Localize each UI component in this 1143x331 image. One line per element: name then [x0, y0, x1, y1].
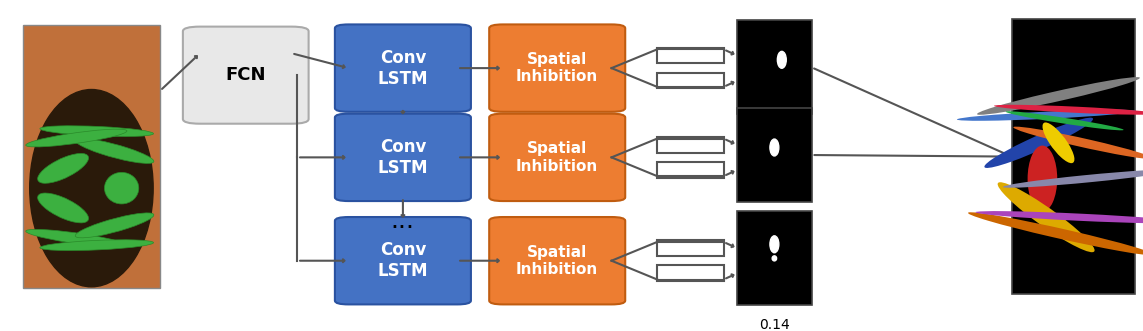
- Text: Conv
LSTM: Conv LSTM: [377, 138, 429, 177]
- Bar: [657, 265, 724, 281]
- Text: 0.99: 0.99: [759, 127, 790, 141]
- Text: 0.14: 0.14: [759, 318, 790, 331]
- Bar: [737, 108, 812, 202]
- Ellipse shape: [977, 77, 1140, 115]
- Ellipse shape: [994, 105, 1143, 115]
- Ellipse shape: [26, 129, 127, 147]
- Bar: [657, 73, 724, 88]
- Text: Conv
LSTM: Conv LSTM: [377, 241, 429, 280]
- Ellipse shape: [75, 138, 154, 164]
- FancyBboxPatch shape: [335, 24, 471, 112]
- Text: 0.98: 0.98: [759, 214, 790, 228]
- FancyBboxPatch shape: [489, 217, 625, 305]
- Ellipse shape: [975, 211, 1143, 223]
- Bar: [657, 137, 724, 153]
- FancyBboxPatch shape: [489, 114, 625, 201]
- Ellipse shape: [75, 213, 154, 238]
- FancyBboxPatch shape: [335, 114, 471, 201]
- FancyBboxPatch shape: [335, 217, 471, 305]
- Text: Spatial
Inhibition: Spatial Inhibition: [517, 245, 598, 277]
- Text: ...: ...: [391, 209, 414, 233]
- Ellipse shape: [26, 229, 127, 247]
- Ellipse shape: [30, 89, 153, 287]
- Bar: [737, 212, 812, 306]
- Ellipse shape: [1042, 122, 1074, 163]
- Ellipse shape: [984, 118, 1093, 168]
- Text: Conv
LSTM: Conv LSTM: [377, 49, 429, 87]
- Ellipse shape: [957, 110, 1135, 121]
- Ellipse shape: [1006, 111, 1124, 130]
- Ellipse shape: [1014, 127, 1143, 159]
- Ellipse shape: [104, 172, 138, 204]
- Ellipse shape: [38, 154, 88, 183]
- FancyBboxPatch shape: [489, 24, 625, 112]
- Bar: [737, 21, 812, 114]
- Ellipse shape: [968, 212, 1143, 255]
- Text: FCN: FCN: [225, 66, 266, 84]
- Text: Spatial
Inhibition: Spatial Inhibition: [517, 141, 598, 173]
- Ellipse shape: [770, 139, 778, 156]
- Bar: [657, 240, 724, 256]
- Bar: [657, 162, 724, 178]
- Text: Spatial
Inhibition: Spatial Inhibition: [517, 52, 598, 84]
- Ellipse shape: [770, 236, 778, 253]
- Ellipse shape: [38, 193, 88, 223]
- Ellipse shape: [1002, 169, 1143, 188]
- Bar: [23, 25, 160, 288]
- Ellipse shape: [998, 182, 1095, 252]
- Ellipse shape: [40, 126, 153, 137]
- FancyBboxPatch shape: [183, 26, 309, 124]
- Bar: [657, 48, 724, 64]
- Ellipse shape: [40, 240, 153, 251]
- Bar: [1012, 19, 1135, 294]
- Ellipse shape: [773, 256, 776, 261]
- Ellipse shape: [1028, 146, 1057, 212]
- Ellipse shape: [777, 51, 786, 68]
